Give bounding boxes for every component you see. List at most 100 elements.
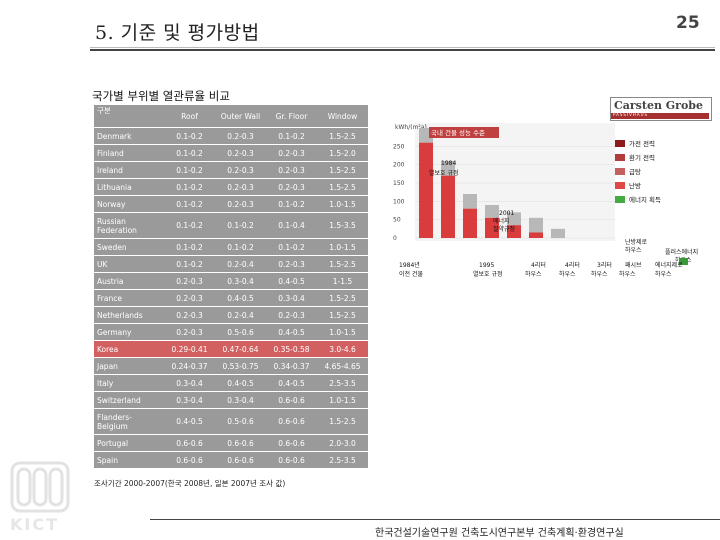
- country-cell: Italy: [94, 375, 164, 391]
- x-tick-label-line1: 에너지제로: [655, 261, 683, 269]
- value-cell: 0.6-0.6: [266, 392, 317, 408]
- country-cell: Sweden: [94, 239, 164, 255]
- value-cell: 0.2-0.3: [215, 162, 266, 178]
- x-tick-label-line1: 4리터: [531, 261, 546, 269]
- country-cell: Finland: [94, 145, 164, 161]
- legend-swatch: [615, 140, 625, 147]
- country-cell: Norway: [94, 196, 164, 212]
- annotation-zero-line2: 하우스: [625, 246, 642, 254]
- table-row: Denmark 0.1-0.2 0.2-0.3 0.1-0.2 1.5-2.5: [94, 128, 368, 144]
- annotation-1984-line1: 1984: [441, 160, 456, 167]
- value-cell: 0.1-0.2: [266, 239, 317, 255]
- value-cell: 0.29-0.41: [164, 341, 215, 357]
- value-cell: 0.1-0.2: [164, 128, 215, 144]
- brand-name: Carsten Grobe: [614, 99, 703, 112]
- country-cell: France: [94, 290, 164, 306]
- value-cell: 0.4-0.5: [266, 273, 317, 289]
- country-cell: Flanders-Belgium: [94, 409, 164, 434]
- country-cell: Spain: [94, 452, 164, 468]
- value-cell: 1.5-2.5: [317, 290, 368, 306]
- value-cell: 0.4-0.5: [164, 409, 215, 434]
- value-cell: 0.2-0.3: [164, 324, 215, 340]
- plus-energy-marker: [679, 258, 688, 265]
- annotation-1984-line2: 열보호 규정: [429, 169, 459, 177]
- value-cell: 2.0-3.0: [317, 435, 368, 451]
- table-row: Sweden 0.1-0.2 0.1-0.2 0.1-0.2 1.0-1.5: [94, 239, 368, 255]
- bar-heating: [529, 232, 543, 238]
- table-row: Spain 0.6-0.6 0.6-0.6 0.6-0.6 2.5-3.5: [94, 452, 368, 468]
- x-tick-label-line1: 1984년: [399, 261, 420, 269]
- bar-heating: [485, 217, 499, 238]
- table-row: Netherlands 0.2-0.3 0.2-0.4 0.2-0.3 1.5-2.5: [94, 307, 368, 323]
- bar-other: [529, 217, 543, 233]
- table-header-cell: Window: [317, 105, 368, 127]
- header-label: 국내 건물 성능 수준: [431, 128, 485, 137]
- legend-label: 난방: [629, 181, 641, 190]
- x-tick-label-line2: 열보호 규정: [473, 270, 503, 278]
- slide-title: 5. 기준 및 평가방법: [95, 22, 260, 44]
- table-row: Flanders-Belgium 0.4-0.5 0.5-0.6 0.6-0.6 1.5…: [94, 409, 368, 434]
- value-cell: 0.1-0.2: [164, 256, 215, 272]
- x-tick-label-line2: 하우스: [619, 270, 636, 278]
- value-cell: 0.6-0.6: [164, 435, 215, 451]
- value-cell: 0.2-0.3: [164, 290, 215, 306]
- table-row: Italy 0.3-0.4 0.4-0.5 0.4-0.5 2.5-3.5: [94, 375, 368, 391]
- value-cell: 0.2-0.4: [215, 307, 266, 323]
- country-cell: Japan: [94, 358, 164, 374]
- title-divider-thin: [90, 47, 715, 48]
- legend-label: 가전 전력: [629, 139, 655, 148]
- value-cell: 0.2-0.4: [215, 256, 266, 272]
- bar-other: [441, 161, 455, 176]
- table-row: UK 0.1-0.2 0.2-0.4 0.2-0.3 1.5-2.5: [94, 256, 368, 272]
- value-cell: 0.3-0.4: [266, 290, 317, 306]
- value-cell: 0.4-0.5: [215, 290, 266, 306]
- value-cell: 0.6-0.6: [266, 435, 317, 451]
- value-cell: 0.2-0.3: [215, 179, 266, 195]
- value-cell: 0.1-0.4: [266, 213, 317, 238]
- bar-other: [551, 228, 565, 238]
- table-row: Switzerland 0.3-0.4 0.3-0.4 0.6-0.6 1.0-1.5: [94, 392, 368, 408]
- value-cell: 0.34-0.37: [266, 358, 317, 374]
- value-cell: 0.1-0.2: [164, 145, 215, 161]
- country-cell: Austria: [94, 273, 164, 289]
- value-cell: 0.6-0.6: [266, 452, 317, 468]
- bar-heating: [507, 225, 521, 238]
- value-cell: 0.2-0.3: [266, 145, 317, 161]
- legend-label: 환기 전력: [629, 153, 655, 162]
- value-cell: 1.5-2.5: [317, 179, 368, 195]
- footer-divider: [150, 519, 720, 520]
- value-cell: 3.0-4.6: [317, 341, 368, 357]
- table-row: Korea 0.29-0.41 0.47-0.64 0.35-0.58 3.0-4.6: [94, 341, 368, 357]
- value-cell: 0.2-0.3: [215, 196, 266, 212]
- value-cell: 0.1-0.2: [266, 128, 317, 144]
- value-cell: 1.5-2.5: [317, 256, 368, 272]
- legend-swatch: [615, 196, 625, 203]
- value-cell: 1.5-2.5: [317, 162, 368, 178]
- x-tick-label-line1: 1995: [479, 262, 494, 269]
- value-cell: 0.1-0.2: [164, 213, 215, 238]
- value-cell: 0.4-0.5: [215, 375, 266, 391]
- y-unit-label: kWh/(m²a): [395, 124, 427, 131]
- value-cell: 0.3-0.4: [164, 375, 215, 391]
- country-cell: UK: [94, 256, 164, 272]
- country-cell: Lithuania: [94, 179, 164, 195]
- x-tick-label-line2: 이전 건물: [399, 270, 423, 278]
- value-cell: 2.5-3.5: [317, 375, 368, 391]
- value-cell: 0.2-0.3: [266, 179, 317, 195]
- value-cell: 0.2-0.3: [266, 162, 317, 178]
- value-cell: 0.6-0.6: [215, 452, 266, 468]
- table-row: Lithuania 0.1-0.2 0.2-0.3 0.2-0.3 1.5-2.5: [94, 179, 368, 195]
- value-cell: 0.2-0.3: [164, 273, 215, 289]
- table-row: Ireland 0.1-0.2 0.2-0.3 0.2-0.3 1.5-2.5: [94, 162, 368, 178]
- value-cell: 2.5-3.5: [317, 452, 368, 468]
- value-cell: 0.1-0.2: [215, 239, 266, 255]
- page-number: 25: [676, 13, 700, 33]
- country-cell: Denmark: [94, 128, 164, 144]
- y-tick-label: 0: [393, 235, 397, 242]
- value-cell: 0.1-0.2: [266, 196, 317, 212]
- annotation-2001-line3: 절약규정: [493, 225, 515, 233]
- country-cell: Switzerland: [94, 392, 164, 408]
- country-cell: Germany: [94, 324, 164, 340]
- country-cell: Korea: [94, 341, 164, 357]
- y-tick-label: 150: [393, 180, 405, 187]
